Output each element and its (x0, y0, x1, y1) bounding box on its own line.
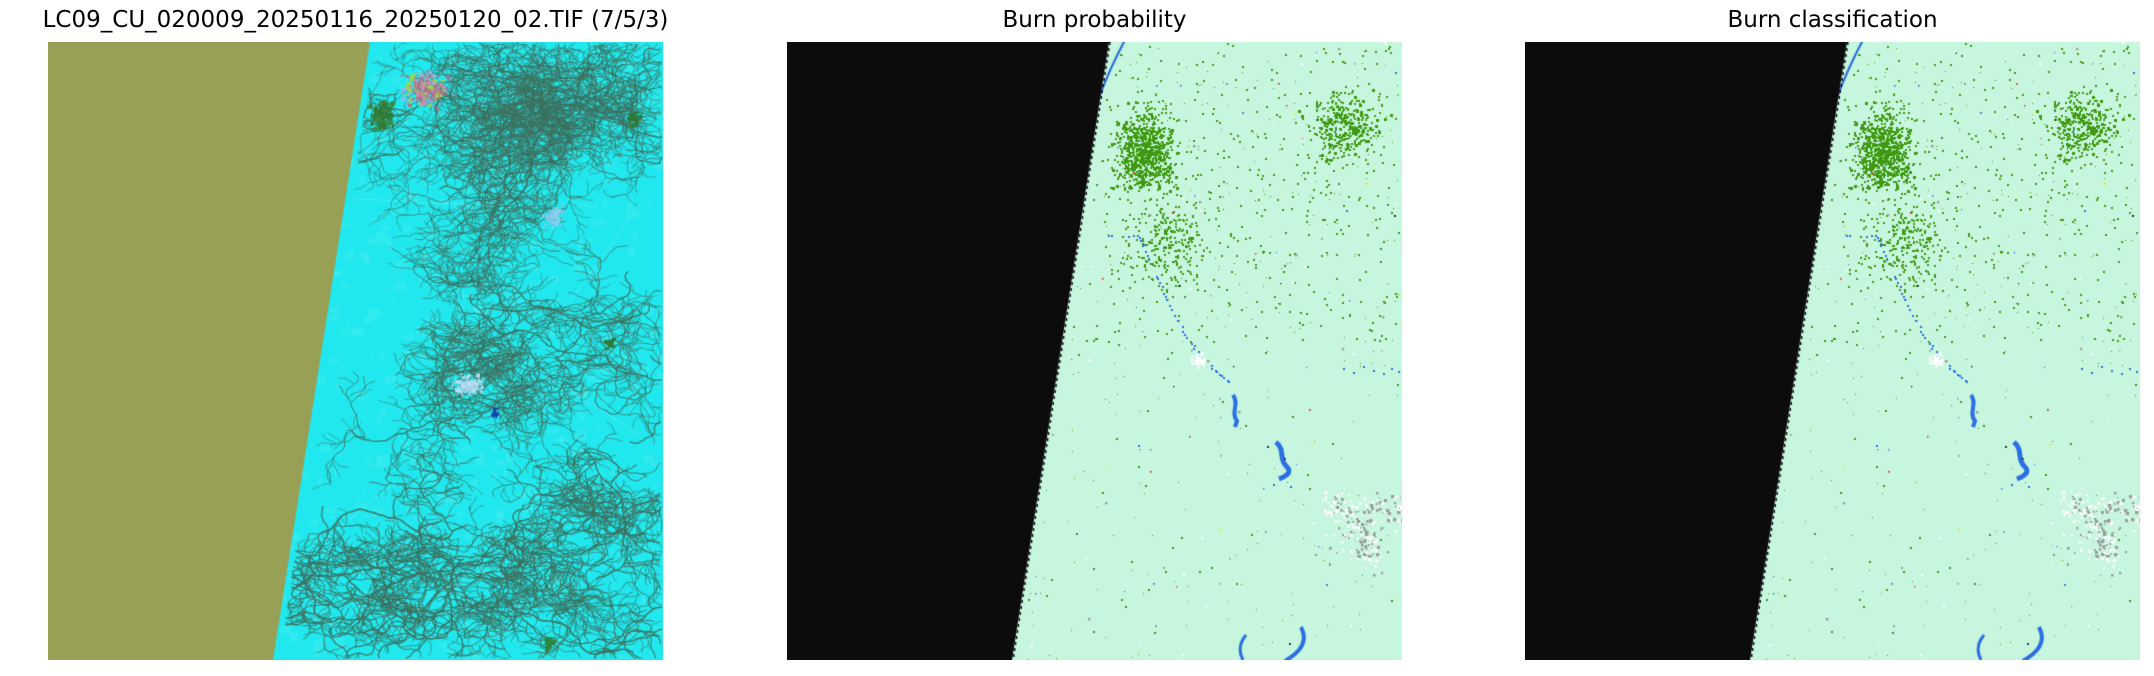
burn-probability-image (787, 42, 1402, 660)
satellite-rgb-image (48, 42, 663, 660)
panel-title-burn-classification: Burn classification (1727, 7, 1938, 33)
panel-title-burn-probability: Burn probability (1002, 7, 1187, 33)
panel-satellite-rgb: LC09_CU_020009_20250116_20250120_02.TIF … (43, 0, 668, 660)
panel-title-satellite-rgb: LC09_CU_020009_20250116_20250120_02.TIF … (42, 7, 669, 33)
panel-burn-classification: Burn classification (1525, 0, 2140, 660)
burn-classification-image (1525, 42, 2140, 660)
panel-burn-probability: Burn probability (787, 0, 1402, 660)
